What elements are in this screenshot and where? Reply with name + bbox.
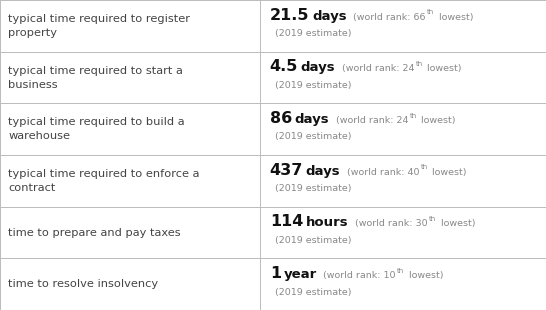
Text: 1: 1 — [270, 266, 281, 281]
Text: 21.5: 21.5 — [270, 8, 309, 23]
Text: th: th — [429, 216, 436, 222]
Text: th: th — [410, 113, 417, 119]
Text: lowest): lowest) — [436, 13, 473, 22]
Text: year: year — [283, 268, 317, 281]
Text: (world rank: 30: (world rank: 30 — [355, 219, 428, 228]
Text: lowest): lowest) — [437, 219, 475, 228]
Text: time to prepare and pay taxes: time to prepare and pay taxes — [8, 228, 181, 237]
Text: (world rank: 10: (world rank: 10 — [323, 271, 396, 280]
Text: (world rank: 66: (world rank: 66 — [353, 13, 426, 22]
Text: days: days — [306, 165, 341, 178]
Text: th: th — [427, 10, 434, 16]
Text: th: th — [397, 268, 404, 274]
Text: typical time required to start a
business: typical time required to start a busines… — [8, 65, 183, 90]
Text: (2019 estimate): (2019 estimate) — [275, 287, 352, 296]
Text: (2019 estimate): (2019 estimate) — [275, 81, 352, 90]
Text: days: days — [312, 10, 347, 23]
Text: hours: hours — [306, 216, 348, 229]
Text: typical time required to enforce a
contract: typical time required to enforce a contr… — [8, 169, 200, 193]
Text: th: th — [416, 61, 423, 67]
Text: typical time required to register
property: typical time required to register proper… — [8, 14, 190, 38]
Text: days: days — [295, 113, 329, 126]
Text: 4.5: 4.5 — [270, 59, 298, 74]
Text: (world rank: 24: (world rank: 24 — [342, 64, 414, 73]
Text: lowest): lowest) — [418, 116, 456, 125]
Text: (2019 estimate): (2019 estimate) — [275, 132, 352, 141]
Text: time to resolve insolvency: time to resolve insolvency — [8, 279, 158, 289]
Text: (2019 estimate): (2019 estimate) — [275, 236, 352, 245]
Text: 86: 86 — [270, 111, 292, 126]
Text: typical time required to build a
warehouse: typical time required to build a warehou… — [8, 117, 185, 141]
Text: 114: 114 — [270, 214, 303, 229]
Text: lowest): lowest) — [406, 271, 443, 280]
Text: (2019 estimate): (2019 estimate) — [275, 184, 352, 193]
Text: days: days — [301, 61, 335, 74]
Text: lowest): lowest) — [424, 64, 462, 73]
Text: 437: 437 — [270, 163, 303, 178]
Text: th: th — [420, 165, 428, 171]
Text: lowest): lowest) — [430, 168, 467, 177]
Text: (world rank: 40: (world rank: 40 — [347, 168, 419, 177]
Text: (world rank: 24: (world rank: 24 — [336, 116, 408, 125]
Text: (2019 estimate): (2019 estimate) — [275, 29, 352, 38]
